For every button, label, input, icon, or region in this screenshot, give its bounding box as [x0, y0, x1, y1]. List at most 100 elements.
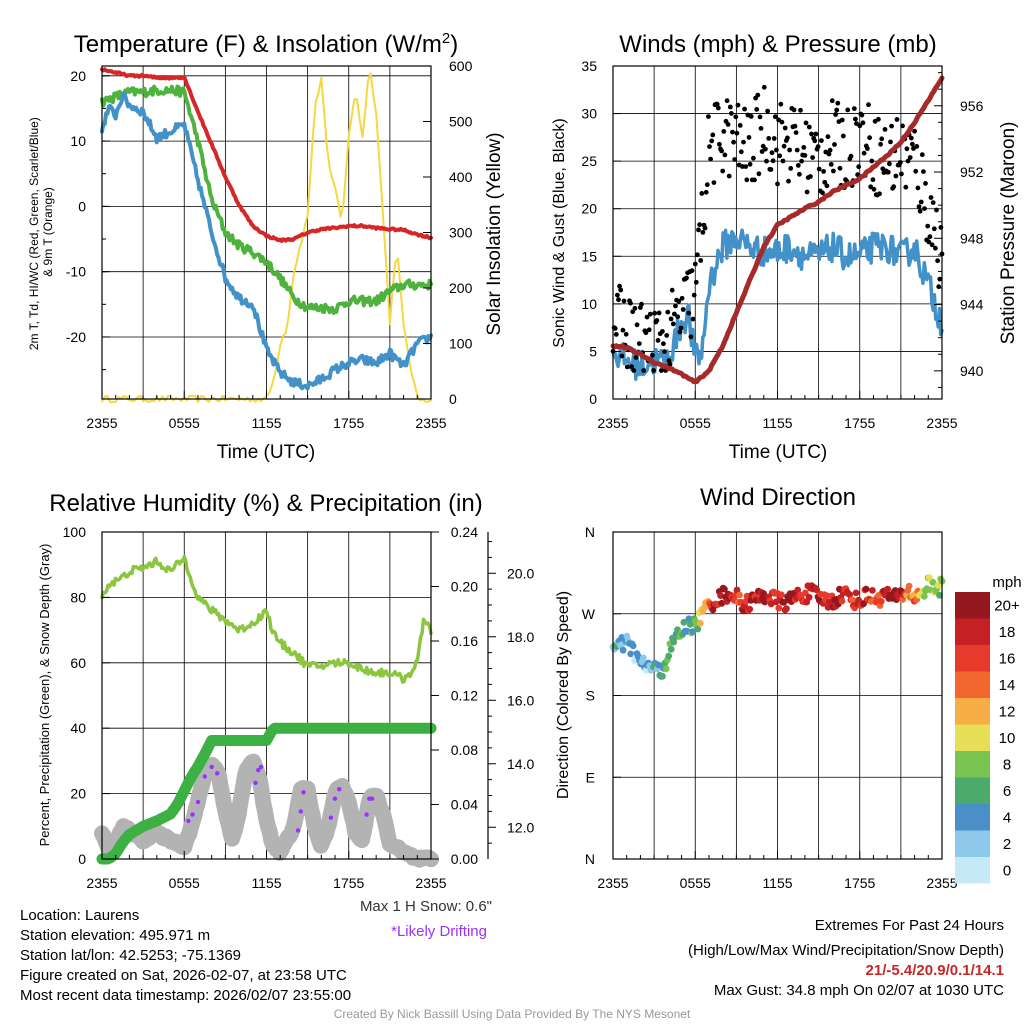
humidity-series-snow-depth — [94, 753, 439, 868]
extremes-subtitle: (High/Low/Max Wind/Precipitation/Snow De… — [688, 942, 1004, 959]
temperature-xtick-label: 2355 — [86, 415, 117, 431]
wind-gust-point — [643, 330, 649, 336]
wind-direction-point — [709, 606, 717, 614]
wind-gust-point — [829, 98, 835, 104]
wind-direction-point — [655, 661, 662, 669]
wind-gust-point — [690, 316, 696, 322]
wind-gust-point — [662, 349, 667, 354]
wind-direction-point — [783, 605, 790, 613]
humidity-series — [94, 555, 439, 868]
humidity-title: Relative Humidity (%) & Precipitation (i… — [49, 490, 482, 517]
legend-swatch — [955, 804, 990, 831]
recent-timestamp: Most recent data timestamp: 2026/02/07 2… — [20, 987, 352, 1004]
wind-gust-point — [656, 310, 662, 316]
wind-gust-point — [934, 207, 939, 213]
wind-gust-point — [724, 98, 730, 104]
wind-direction-point — [696, 619, 704, 627]
winds-axes: 2355 0555 1155 1755 235505101520253035940944… — [581, 58, 983, 431]
wind-gust-point — [797, 171, 802, 177]
wind-gust-point — [707, 144, 712, 150]
wind-gust-point — [779, 119, 785, 125]
precip-ytick-label: 0.16 — [451, 633, 478, 649]
wind-gust-point — [903, 184, 909, 190]
drifting-note: *Likely Drifting — [391, 923, 487, 940]
wind-gust-point — [727, 104, 733, 110]
legend-label: 2 — [1003, 836, 1011, 853]
wind-gust-point — [699, 191, 705, 196]
wind-gust-point — [711, 180, 717, 186]
wind-gust-point — [748, 114, 754, 119]
winds-title: Winds (mph) & Pressure (mb) — [619, 31, 936, 58]
wind-gust-point — [926, 239, 932, 245]
wind-gust-point — [710, 132, 716, 138]
temperature-series-wind-chill — [100, 90, 433, 391]
wind-gust-point — [757, 114, 763, 120]
snow-ytick-label: 16.0 — [507, 692, 534, 708]
snow-ytick-label: 12.0 — [507, 819, 534, 835]
solar-ytick-label: 100 — [449, 336, 473, 352]
wind-gust-point — [878, 141, 883, 147]
extremes-values: 21/-5.4/20.9/0.1/14.1 — [865, 962, 1004, 979]
temperature-ytick-label: -10 — [66, 264, 86, 280]
wind-gust-point — [631, 368, 637, 373]
wind-gust-point — [746, 135, 752, 140]
wind-gust-point — [725, 122, 731, 127]
solar-ytick-label: 0 — [449, 391, 457, 407]
humidity-ytick-label: 80 — [70, 589, 86, 605]
winds-xlabel: Time (UTC) — [729, 442, 828, 463]
wind-gust-point — [803, 120, 809, 126]
wind-direction-panel: Wind Direction 2355 0555 1155 1755 2355NESWN… — [555, 484, 1022, 891]
wind-gust-point — [845, 107, 851, 113]
wind-gust-point — [697, 222, 702, 228]
temperature-xtick-label: 1755 — [333, 415, 364, 431]
wind-gust-point — [937, 276, 943, 282]
wind-gust-point — [816, 166, 822, 172]
legend-label: 20+ — [994, 597, 1020, 614]
wind-direction-point — [777, 591, 785, 599]
winds-ytick-label: 30 — [581, 106, 597, 122]
wind-gust-point — [751, 155, 756, 161]
wind-gust-point — [824, 183, 830, 189]
wind-gust-point — [828, 162, 834, 167]
wind-gust-point — [730, 129, 735, 135]
wind-direction-point — [780, 598, 788, 606]
wind-direction-point — [838, 597, 846, 605]
temperature-ylabel-line-1: 2m T, Td, HI/WC (Red, Green, Scarlet/Blu… — [27, 117, 41, 350]
wind-direction-grid — [613, 532, 942, 859]
solar-ylabel: Solar Insolation (Yellow) — [484, 132, 505, 335]
wind-gust-point — [771, 136, 777, 141]
wind-gust-point — [774, 147, 779, 153]
wind-gust-point — [808, 174, 813, 179]
winds-series — [610, 75, 945, 385]
wind-gust-point — [917, 208, 923, 214]
wind-gust-point — [633, 355, 639, 360]
temperature-ytick-label: 20 — [70, 68, 86, 84]
legend-label: 6 — [1003, 783, 1011, 800]
wind-gust-point — [743, 164, 749, 170]
temperature-ytick-label: 0 — [78, 198, 86, 214]
winds-ytick-label: 0 — [589, 391, 597, 407]
legend-swatch — [955, 724, 990, 751]
wind-gust-point — [804, 189, 810, 195]
wind-direction-point — [862, 585, 870, 593]
wind-gust-point — [714, 101, 720, 107]
wind-gust-point — [813, 131, 819, 137]
winds-xtick-label: 2355 — [926, 415, 957, 431]
wind-gust-point — [918, 199, 924, 205]
wind-gust-point — [726, 173, 732, 179]
solar-ytick-label: 400 — [449, 169, 473, 185]
likely-drifting-point — [364, 812, 369, 817]
wind-gust-point — [821, 169, 826, 174]
precip-ytick-label: 0.04 — [451, 797, 478, 813]
humidity-ytick-label: 60 — [70, 655, 86, 671]
wind-gust-point — [819, 138, 824, 144]
humidity-series-relative-humidity — [100, 555, 433, 684]
temperature-xtick-label: 2355 — [415, 415, 446, 431]
wind-gust-point — [782, 125, 788, 131]
wind-gust-point — [636, 341, 642, 346]
wind-gust-point — [764, 158, 769, 164]
wind-direction-point — [739, 607, 747, 615]
wind-gust-point — [665, 309, 671, 315]
wind-gust-point — [867, 135, 872, 141]
